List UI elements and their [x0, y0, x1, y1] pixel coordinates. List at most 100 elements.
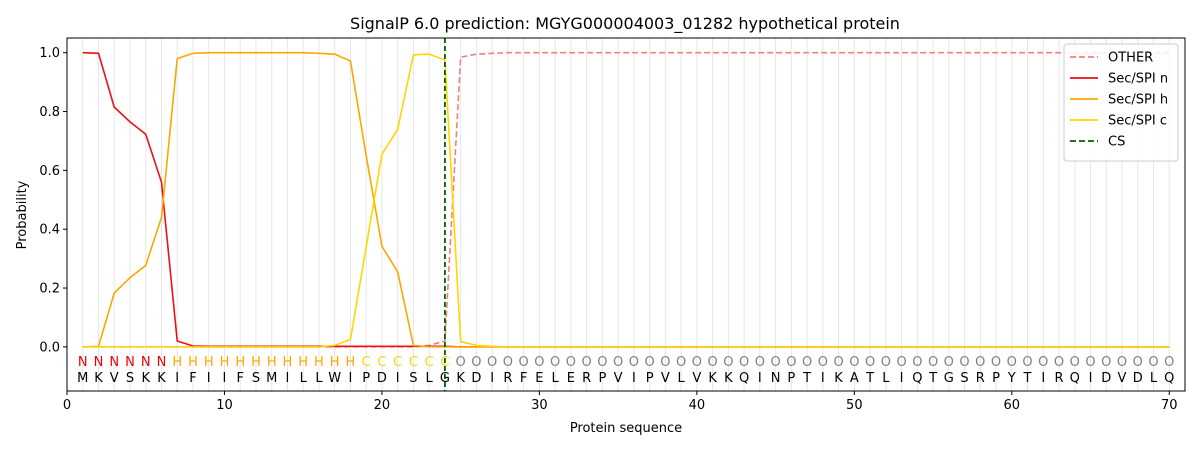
region-label: O	[833, 355, 843, 370]
x-tick-label: 50	[846, 398, 863, 413]
region-label: O	[645, 355, 655, 370]
sequence-letter: L	[1150, 371, 1158, 386]
y-tick-label: 0.8	[39, 105, 60, 120]
region-label: O	[959, 355, 969, 370]
region-label: O	[1133, 355, 1143, 370]
region-label: O	[928, 355, 938, 370]
region-label: O	[471, 355, 481, 370]
sequence-letter: S	[252, 371, 260, 386]
region-label: H	[172, 355, 182, 370]
sequence-letter: V	[1118, 371, 1127, 386]
region-label: H	[188, 355, 198, 370]
region-label: O	[1101, 355, 1111, 370]
region-label: H	[220, 355, 230, 370]
sequence-letter: D	[1133, 371, 1143, 386]
region-label: O	[1164, 355, 1174, 370]
region-label: H	[283, 355, 293, 370]
region-label: N	[141, 355, 151, 370]
sequence-letter: P	[787, 371, 795, 386]
region-label: O	[944, 355, 954, 370]
region-label: O	[770, 355, 780, 370]
region-label: O	[550, 355, 560, 370]
sequence-letter: K	[157, 371, 166, 386]
sequence-letter: T	[928, 371, 937, 386]
sequence-letter: I	[632, 371, 636, 386]
series-line	[82, 53, 1170, 348]
sequence-letter: D	[471, 371, 481, 386]
legend-label: Sec/SPI h	[1108, 93, 1168, 108]
sequence-letter: Q	[1164, 371, 1174, 386]
sequence-letter: T	[1023, 371, 1032, 386]
x-axis-label: Protein sequence	[570, 421, 682, 436]
sequence-letter: L	[315, 371, 323, 386]
region-label: O	[1070, 355, 1080, 370]
sequence-letter: V	[110, 371, 119, 386]
sequence-letter: S	[126, 371, 134, 386]
series-line	[82, 51, 1170, 348]
sequence-letter: A	[850, 371, 859, 386]
legend-label: Sec/SPI c	[1108, 114, 1167, 129]
region-label: O	[566, 355, 576, 370]
region-label: O	[1148, 355, 1158, 370]
sequence-letter: K	[708, 371, 717, 386]
sequence-letter: P	[362, 371, 370, 386]
region-label: O	[896, 355, 906, 370]
region-label: O	[755, 355, 765, 370]
sequence-letter: K	[724, 371, 733, 386]
region-label: O	[1007, 355, 1017, 370]
region-label: O	[818, 355, 828, 370]
region-label: O	[739, 355, 749, 370]
position-grid	[82, 38, 1170, 391]
region-label: O	[912, 355, 922, 370]
sequence-letter: S	[409, 371, 417, 386]
y-axis-ticks: 0.0 0.2 0.4 0.6 0.8 1.0	[39, 46, 67, 355]
region-label: O	[456, 355, 466, 370]
plot-frame	[66, 37, 1186, 392]
y-tick-label: 0.2	[39, 282, 60, 297]
sequence-letter: E	[567, 371, 575, 386]
y-axis-label: Probability	[15, 180, 30, 249]
sequence-letter: L	[552, 371, 560, 386]
x-tick-label: 10	[216, 398, 233, 413]
sequence-letter: T	[802, 371, 811, 386]
sequence-letter: R	[582, 371, 591, 386]
region-label: O	[613, 355, 623, 370]
sequence-letter: V	[661, 371, 670, 386]
sequence-letter: I	[1089, 371, 1093, 386]
sequence-letter: P	[598, 371, 606, 386]
region-label: O	[975, 355, 985, 370]
region-label: C	[362, 355, 371, 370]
sequence-letter: K	[94, 371, 103, 386]
sequence-letter: V	[614, 371, 623, 386]
series-lines	[82, 51, 1170, 348]
sequence-letter: K	[141, 371, 150, 386]
sequence-letter: L	[677, 371, 685, 386]
region-label: H	[314, 355, 324, 370]
region-label: H	[267, 355, 277, 370]
region-label: O	[582, 355, 592, 370]
y-tick-label: 0.4	[39, 223, 60, 238]
region-label: O	[503, 355, 513, 370]
sequence-letter: G	[944, 371, 954, 386]
legend-label: CS	[1108, 135, 1125, 150]
sequence-letter: V	[692, 371, 701, 386]
x-tick-label: 30	[531, 398, 548, 413]
sequence-letter: R	[1055, 371, 1064, 386]
sequence-letter: R	[503, 371, 512, 386]
sequence-letter: I	[223, 371, 227, 386]
sequence-letter: Q	[1070, 371, 1080, 386]
sequence-letter: I	[821, 371, 825, 386]
region-label: H	[298, 355, 308, 370]
x-tick-label: 0	[63, 398, 71, 413]
y-tick-label: 1.0	[39, 46, 60, 61]
region-label: O	[723, 355, 733, 370]
region-label: O	[707, 355, 717, 370]
sequence-letter: Q	[912, 371, 922, 386]
region-label: O	[991, 355, 1001, 370]
region-label: O	[1085, 355, 1095, 370]
sequence-letter: F	[189, 371, 196, 386]
x-tick-label: 70	[1161, 398, 1178, 413]
chart-title: SignalP 6.0 prediction: MGYG000004003_01…	[350, 14, 900, 34]
sequence-letter: P	[646, 371, 654, 386]
